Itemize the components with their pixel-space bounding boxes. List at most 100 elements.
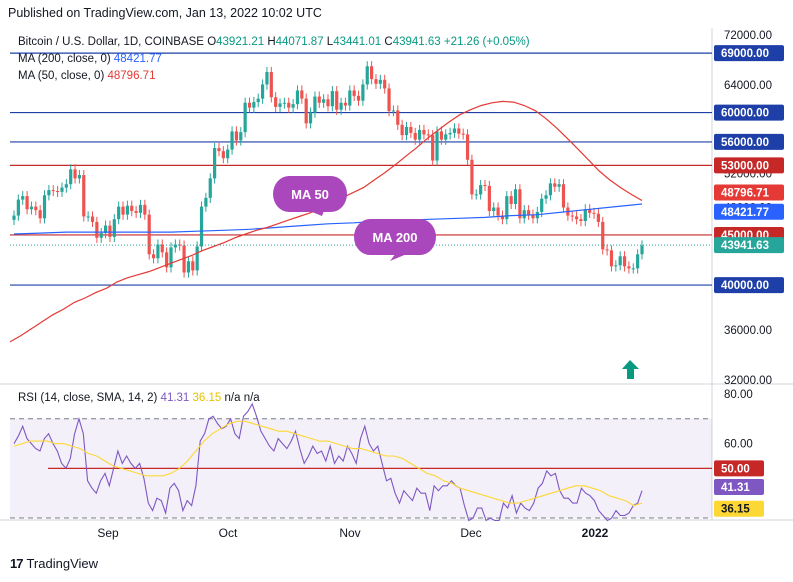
price-tag-label: 43941.63 xyxy=(721,240,769,252)
candle-body xyxy=(199,206,204,247)
candle-body xyxy=(313,96,317,113)
rsi-legend: RSI (14, close, SMA, 14, 2) 41.31 36.15 … xyxy=(18,392,260,404)
candle-body xyxy=(287,102,291,108)
candle-body xyxy=(330,91,334,107)
candle-body xyxy=(51,190,55,192)
footer-brand: TradingView xyxy=(26,556,99,571)
level-tag xyxy=(714,133,784,150)
level-tag-label: 60000.00 xyxy=(721,108,769,120)
candle-body xyxy=(86,216,90,218)
candle-body xyxy=(156,244,160,259)
candle-body xyxy=(570,215,574,217)
level-tag-label: 69000.00 xyxy=(721,48,769,60)
price-legend: Bitcoin / U.S. Dollar, 1D, COINBASE O439… xyxy=(18,36,530,48)
candle-body xyxy=(260,84,265,99)
candle-body xyxy=(461,133,465,135)
candle-body xyxy=(365,66,369,85)
candle-body xyxy=(308,112,313,124)
candle-body xyxy=(339,102,343,110)
ma50-bubble xyxy=(273,176,347,216)
rsi-sma-tag xyxy=(714,500,764,517)
candle-body xyxy=(609,250,614,267)
candle-body xyxy=(99,233,103,238)
price-tick-label: 64000.00 xyxy=(724,80,772,92)
candle-body xyxy=(483,185,487,187)
candle-body xyxy=(243,102,247,133)
candle-body xyxy=(56,190,60,192)
time-tick-label: 2022 xyxy=(582,526,609,540)
candle-body xyxy=(182,245,186,273)
candle-body xyxy=(169,247,173,268)
candle-body xyxy=(204,197,208,207)
candle-body xyxy=(38,210,42,219)
candle-body xyxy=(317,96,321,103)
price-axis: 72000.0064000.0060000.0056000.0052000.00… xyxy=(714,30,784,517)
candle-body xyxy=(588,209,592,213)
candle-body xyxy=(291,104,295,108)
candle-body xyxy=(208,178,212,198)
rsi-tick-label: 80.00 xyxy=(724,389,753,401)
price-tick-label: 72000.00 xyxy=(724,30,772,42)
level-tag xyxy=(714,277,784,294)
candle-body xyxy=(221,151,225,159)
candle-body xyxy=(173,244,177,248)
ma200-value: 48421.77 xyxy=(113,53,162,65)
candle-body xyxy=(592,212,596,214)
rsi-sma-line xyxy=(13,420,643,507)
candle-body xyxy=(618,256,622,266)
candle-body xyxy=(387,88,391,112)
candle-body xyxy=(21,196,25,200)
rsi-sma-value: 36.15 xyxy=(192,392,222,404)
candle-body xyxy=(417,129,422,140)
candle-body xyxy=(631,268,635,270)
time-tick-label: Oct xyxy=(219,526,238,540)
candle-body xyxy=(544,195,548,199)
candle-body xyxy=(457,128,461,134)
candle-body xyxy=(147,214,151,255)
candle-body xyxy=(378,79,382,84)
candle-body xyxy=(265,72,269,85)
candle-body xyxy=(47,190,51,196)
rsi-na-1: n/a xyxy=(224,392,241,404)
tradingview-logo-icon: 17 xyxy=(10,556,24,571)
candle-body xyxy=(479,185,483,195)
rsi-tick-label: 60.00 xyxy=(724,439,753,451)
candle-body xyxy=(343,102,348,106)
candle-body xyxy=(112,219,116,237)
candle-body xyxy=(553,183,557,187)
candle-body xyxy=(29,206,34,210)
published-header: Published on TradingView.com, Jan 13, 20… xyxy=(8,6,322,20)
candle-body xyxy=(121,206,125,215)
rsi-pane xyxy=(10,402,712,522)
candle-body xyxy=(370,66,374,80)
candle-body xyxy=(492,207,496,212)
candle-body xyxy=(73,169,77,179)
candle-body xyxy=(82,175,86,217)
price-tag-label: 48796.71 xyxy=(721,187,770,199)
close-label: C xyxy=(384,36,393,48)
candle-body xyxy=(77,175,82,179)
ma200-label: MA (200, close, 0) xyxy=(18,53,111,65)
price-tag-label: 48421.77 xyxy=(721,207,769,219)
candle-body xyxy=(60,187,64,192)
candle-body xyxy=(95,221,99,238)
candle-body xyxy=(322,99,326,103)
candle-body xyxy=(16,199,20,216)
level-tag xyxy=(714,45,784,62)
annotation-bubbles: MA 50 MA 200 xyxy=(273,176,436,261)
candle-body xyxy=(356,95,361,101)
candle-body xyxy=(178,244,182,246)
tradingview-footer[interactable]: 17 TradingView xyxy=(10,556,98,571)
candle-body xyxy=(195,246,199,271)
candle-body xyxy=(439,131,443,140)
ma50-line xyxy=(9,100,643,343)
candle-body xyxy=(557,184,561,187)
level-tag-label: 53000.00 xyxy=(721,160,769,172)
candle-body xyxy=(487,185,491,212)
ma200-legend: MA (200, close, 0) 48421.77 xyxy=(18,53,162,65)
open-label: O xyxy=(207,36,217,48)
candle-body xyxy=(108,225,112,237)
candle-body xyxy=(138,204,143,213)
candle-body xyxy=(614,265,618,267)
